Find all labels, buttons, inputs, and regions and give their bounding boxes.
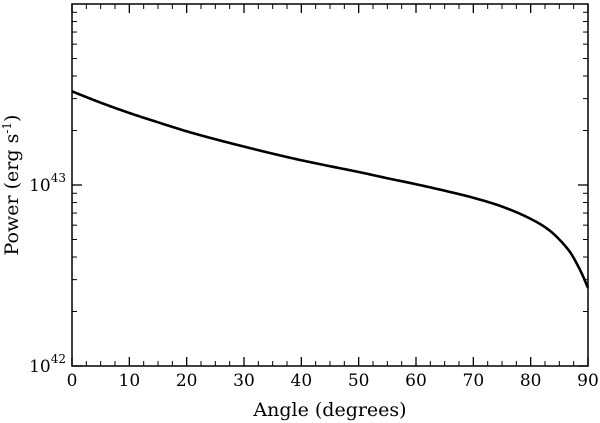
x-tick-label: 80	[520, 371, 542, 391]
y-axis: 1042 1043	[29, 11, 588, 377]
x-axis: 0 10 20 30 40 50 60 70 80 90	[67, 4, 599, 391]
y-axis-title-main: Power (erg s	[1, 134, 23, 256]
y-tick-label: 1042	[29, 352, 66, 377]
y-axis-title: Power (erg s-1)	[0, 115, 23, 256]
x-axis-title: Angle (degrees)	[252, 399, 406, 421]
x-tick-label: 10	[119, 371, 141, 391]
y-axis-title-close: )	[1, 115, 23, 122]
x-tick-label: 70	[463, 371, 485, 391]
x-tick-label: 20	[176, 371, 198, 391]
y-axis-title-exponent: -1	[0, 122, 14, 134]
x-tick-label: 30	[233, 371, 255, 391]
x-tick-label: 40	[291, 371, 313, 391]
x-tick-label: 0	[67, 371, 78, 391]
x-tick-label: 90	[577, 371, 599, 391]
plot-frame	[71, 3, 589, 367]
x-tick-label: 50	[348, 371, 370, 391]
y-tick-label: 1043	[29, 171, 66, 196]
series-line	[71, 90, 590, 289]
x-tick-label: 60	[405, 371, 427, 391]
